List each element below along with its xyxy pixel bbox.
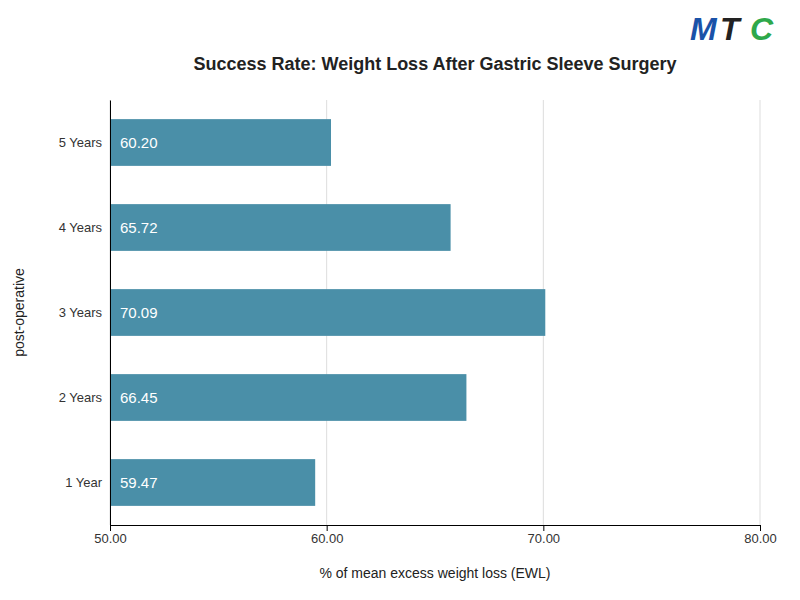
bars bbox=[110, 119, 545, 506]
bar bbox=[110, 374, 466, 421]
data-label: 59.47 bbox=[120, 474, 158, 491]
bar bbox=[110, 204, 451, 251]
tick: 3 Years bbox=[59, 305, 103, 320]
tick-label: 5 Years bbox=[59, 135, 103, 150]
plot-area: 50.00 60.00 70.00 80.00 1 Year 2 Years 3 Years… bbox=[0, 100, 777, 546]
tick-mark bbox=[110, 525, 111, 531]
tick: 50.00 bbox=[94, 525, 127, 546]
annotation: T bbox=[720, 11, 742, 47]
data-label: 60.20 bbox=[120, 134, 158, 151]
tick: 70.00 bbox=[528, 525, 561, 546]
axis-line bbox=[110, 101, 111, 526]
tick-label: 70.00 bbox=[528, 531, 561, 546]
grid-line bbox=[110, 100, 111, 525]
bar bbox=[110, 289, 545, 336]
tick-mark bbox=[543, 525, 544, 531]
tick-label: 80.00 bbox=[744, 531, 777, 546]
tick-label: 60.00 bbox=[311, 531, 344, 546]
annotation: C bbox=[750, 11, 774, 47]
title: Success Rate: Weight Loss After Gastric … bbox=[193, 54, 676, 74]
data-label: 66.45 bbox=[120, 389, 158, 406]
y-axis: 1 Year 2 Years 3 Years 4 Years 5 Years bbox=[59, 101, 111, 526]
tick-label: 4 Years bbox=[59, 220, 103, 235]
tick: 4 Years bbox=[59, 220, 103, 235]
bar bbox=[110, 119, 331, 166]
tick-label: 1 Year bbox=[65, 475, 103, 490]
logo: MTC bbox=[690, 11, 774, 47]
tick-label: 2 Years bbox=[59, 390, 103, 405]
data-labels: 59.47 66.45 70.09 65.72 60.20 bbox=[120, 134, 158, 491]
x-axis-title: % of mean excess weight loss (EWL) bbox=[319, 565, 550, 581]
tick: 5 Years bbox=[59, 135, 103, 150]
tick: 60.00 bbox=[311, 525, 344, 546]
annotation: M bbox=[690, 11, 718, 47]
tick-mark bbox=[760, 525, 761, 531]
data-label: 70.09 bbox=[120, 304, 158, 321]
chart: 50.00 60.00 70.00 80.00 1 Year 2 Years 3 Years… bbox=[0, 0, 800, 600]
tick-mark bbox=[327, 525, 328, 531]
tick: 2 Years bbox=[59, 390, 103, 405]
y-axis-title: post-operative bbox=[11, 268, 27, 357]
tick: 80.00 bbox=[744, 525, 777, 546]
grid-line bbox=[760, 100, 761, 525]
tick-label: 50.00 bbox=[94, 531, 127, 546]
tick-label: 3 Years bbox=[59, 305, 103, 320]
data-label: 65.72 bbox=[120, 219, 158, 236]
x-axis: 50.00 60.00 70.00 80.00 bbox=[94, 525, 777, 546]
tick: 1 Year bbox=[65, 475, 103, 490]
axis-line bbox=[111, 526, 761, 532]
bar bbox=[110, 459, 315, 506]
